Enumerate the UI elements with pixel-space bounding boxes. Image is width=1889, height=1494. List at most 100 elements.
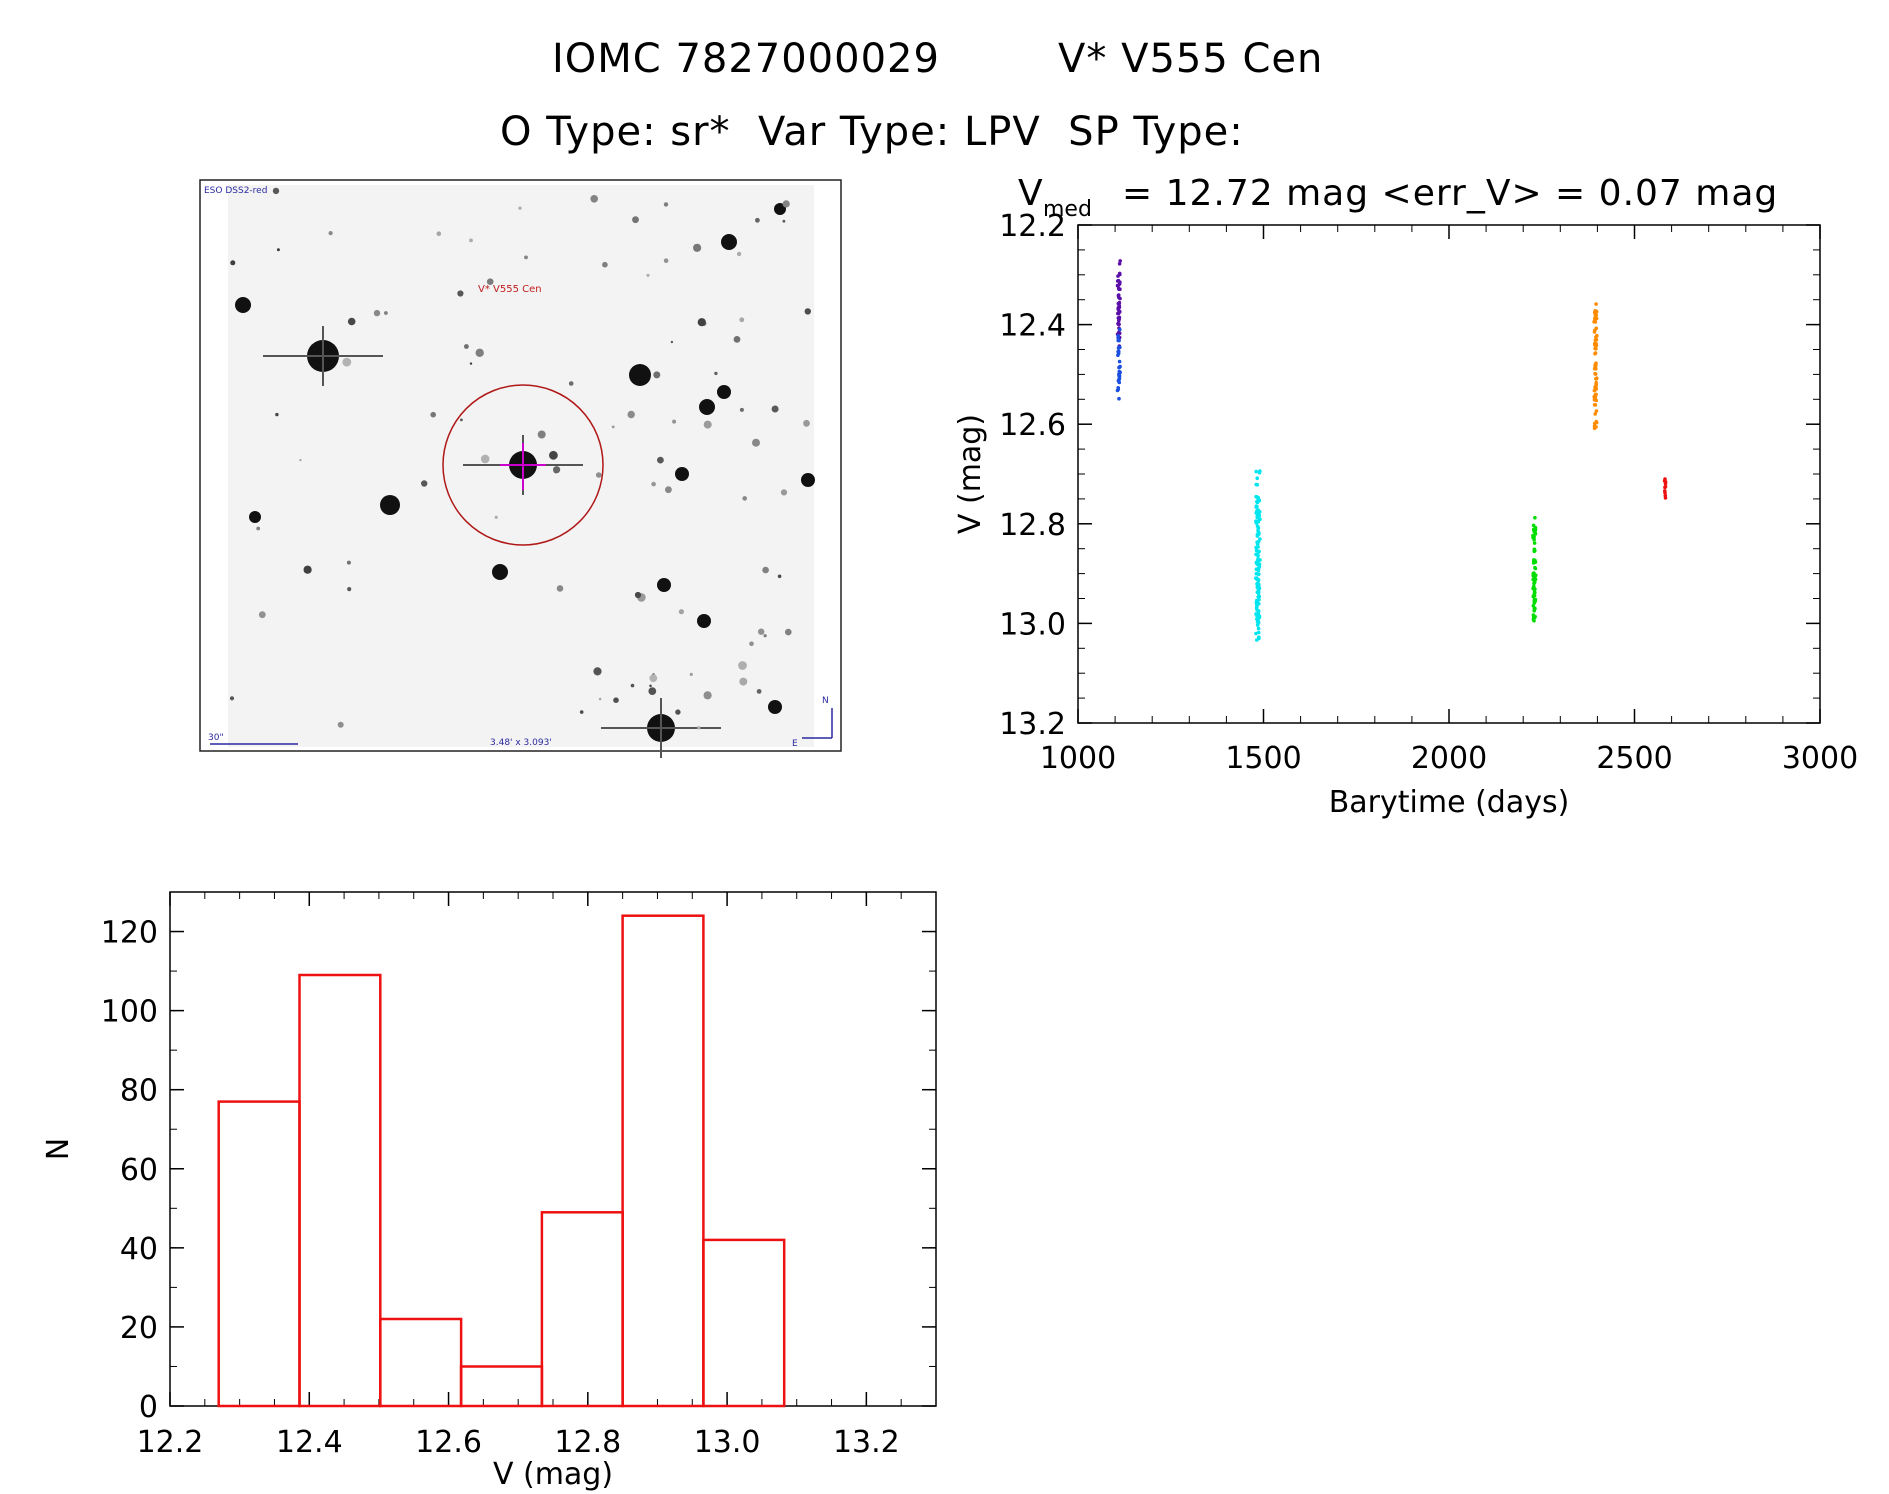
- star: [665, 486, 672, 494]
- star: [703, 691, 712, 700]
- data-point: [1256, 508, 1260, 512]
- star: [777, 574, 782, 579]
- data-point: [1117, 300, 1122, 305]
- star: [771, 405, 779, 413]
- star: [653, 371, 661, 379]
- data-point: [1256, 626, 1261, 631]
- star: [739, 407, 744, 412]
- data-point: [1594, 377, 1598, 381]
- histogram-bar: [621, 914, 705, 1408]
- data-point: [1256, 587, 1261, 592]
- star: [347, 317, 356, 326]
- star: [475, 348, 484, 357]
- data-point: [1531, 561, 1536, 565]
- data-point: [1116, 307, 1120, 311]
- data-point: [1116, 353, 1120, 358]
- data-point: [1595, 333, 1599, 338]
- histogram-axes: 12.2 12.4 12.6 12.8 13.0 13.2 0 20 40 60 80 100 120: [101, 891, 937, 1460]
- light-curve-points: [1115, 259, 1668, 642]
- y-tick-label: 12.4: [999, 309, 1066, 344]
- data-point: [1663, 485, 1667, 490]
- data-point: [1255, 542, 1260, 547]
- data-point: [1254, 545, 1258, 550]
- star: [553, 466, 561, 474]
- data-point: [1594, 425, 1598, 429]
- data-point: [1594, 419, 1599, 424]
- light-curve-axes: 1000 1500 2000 2500 3000 12.2 12.4 12.6 12.8 13.0…: [999, 209, 1858, 776]
- data-point: [1593, 342, 1598, 347]
- star: [549, 450, 558, 460]
- data-point: [1256, 611, 1261, 616]
- data-point: [1593, 371, 1597, 376]
- data-point: [1255, 559, 1260, 563]
- data-point: [1532, 549, 1537, 554]
- star: [328, 231, 333, 236]
- data-point: [1258, 469, 1262, 473]
- fov-label: 3.48' x 3.093': [490, 738, 552, 748]
- data-point: [1532, 558, 1536, 562]
- star: [579, 710, 584, 714]
- histogram-bar: [298, 973, 382, 1408]
- data-point: [1663, 489, 1667, 493]
- star: [768, 700, 782, 714]
- star: [749, 641, 754, 647]
- data-point: [1532, 618, 1536, 623]
- star: [762, 566, 769, 574]
- data-point: [1257, 636, 1261, 641]
- star: [736, 251, 742, 257]
- star: [627, 410, 635, 419]
- star: [568, 381, 574, 386]
- data-point: [1594, 347, 1598, 351]
- data-point: [1255, 515, 1259, 520]
- y-tick-label: 13.2: [999, 707, 1066, 742]
- data-point: [1116, 349, 1121, 354]
- star: [469, 238, 473, 243]
- star: [739, 677, 748, 686]
- data-point: [1254, 494, 1258, 499]
- data-point: [1593, 316, 1597, 320]
- star-field: [229, 187, 815, 758]
- histogram-bar: [379, 1317, 463, 1408]
- star: [347, 587, 352, 592]
- histogram-bars: [217, 914, 786, 1408]
- star: [801, 473, 815, 487]
- star: [733, 336, 741, 343]
- data-point: [1594, 302, 1598, 306]
- star: [272, 187, 280, 195]
- star: [755, 217, 760, 223]
- histogram-x-axis-label: V (mag): [493, 1457, 613, 1492]
- title-object-id: IOMC 7827000029: [552, 36, 940, 82]
- star: [670, 340, 674, 344]
- data-point: [1118, 259, 1122, 263]
- star: [602, 261, 608, 268]
- data-point: [1256, 526, 1261, 531]
- data-point: [1117, 322, 1121, 327]
- data-point: [1592, 397, 1597, 402]
- star: [703, 420, 712, 429]
- data-point: [1117, 262, 1122, 266]
- star: [384, 311, 388, 315]
- target-label: V* V555 Cen: [478, 284, 542, 295]
- data-point: [1663, 480, 1668, 484]
- x-tick-label: 3000: [1782, 741, 1858, 776]
- histogram-bar: [540, 1211, 624, 1408]
- y-tick-label: 100: [101, 995, 158, 1030]
- star: [480, 454, 490, 464]
- star: [651, 481, 656, 487]
- data-point: [1593, 403, 1598, 407]
- data-point: [1256, 549, 1261, 554]
- data-point: [1256, 553, 1260, 558]
- star: [774, 203, 786, 215]
- star: [689, 672, 693, 677]
- data-point: [1116, 387, 1121, 392]
- data-point: [1117, 287, 1121, 292]
- y-tick-label: 80: [120, 1074, 158, 1109]
- star: [595, 472, 602, 478]
- data-point: [1254, 482, 1258, 487]
- star: [460, 418, 463, 422]
- star: [697, 614, 711, 628]
- x-tick-label: 1500: [1225, 741, 1301, 776]
- star: [486, 278, 494, 286]
- data-point: [1116, 346, 1121, 350]
- y-tick-label: 13.0: [999, 607, 1066, 642]
